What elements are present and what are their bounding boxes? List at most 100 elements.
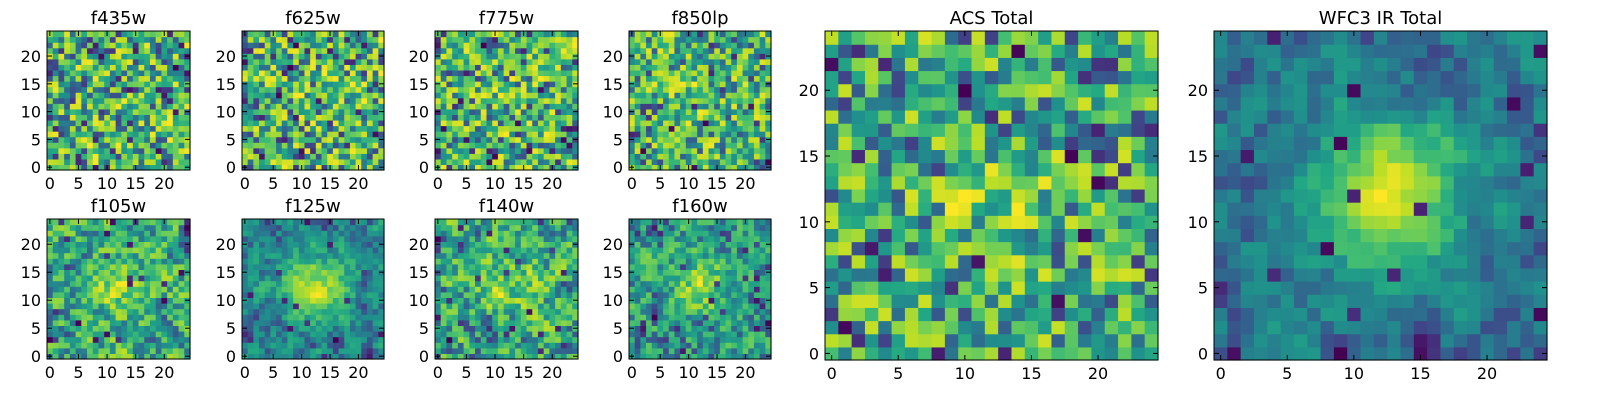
heatmap-cell (492, 252, 499, 259)
heatmap-cell (509, 81, 516, 88)
heatmap-cell (708, 303, 715, 310)
heatmap-cell (121, 86, 128, 93)
heatmap-cell (81, 158, 88, 166)
heatmap-cell (742, 97, 749, 104)
heatmap-cell (555, 75, 562, 82)
heatmap-cell (109, 64, 117, 71)
heatmap-cell (503, 263, 510, 270)
heatmap-cell (515, 164, 522, 171)
heatmap-cell (646, 319, 653, 326)
heatmap-cell (138, 42, 145, 49)
heatmap-cell (651, 42, 658, 49)
heatmap-cell (509, 158, 516, 166)
heatmap-cell (293, 108, 300, 115)
x-tick-label: 15 (513, 363, 533, 382)
heatmap-cell (47, 280, 54, 287)
heatmap-cell (572, 64, 579, 71)
heatmap-cell (759, 314, 766, 321)
heatmap-cell (366, 319, 374, 326)
heatmap-cell (315, 147, 323, 154)
heatmap-cell (178, 75, 185, 82)
heatmap-cell (657, 297, 664, 304)
heatmap-cell (366, 286, 374, 293)
heatmap-cell (321, 319, 328, 326)
heatmap-cell (753, 353, 761, 360)
heatmap-cell (138, 314, 145, 321)
heatmap-cell (304, 331, 311, 338)
heatmap-cell (475, 69, 482, 77)
heatmap-cell (121, 58, 128, 65)
heatmap-cell (457, 314, 465, 321)
heatmap-cell (372, 280, 379, 287)
heatmap-cell (634, 42, 641, 49)
heatmap-cell (81, 58, 88, 65)
heatmap-cell (759, 280, 766, 287)
heatmap-cell (503, 153, 510, 160)
heatmap-cell (480, 158, 488, 166)
heatmap-cell (509, 269, 516, 276)
heatmap-cell (543, 108, 550, 115)
heatmap-cell (338, 269, 345, 276)
heatmap-cell (646, 291, 653, 298)
heatmap-cell (138, 308, 145, 315)
heatmap-cell (452, 108, 459, 115)
heatmap-cell (332, 103, 340, 110)
heatmap-cell (355, 53, 362, 60)
heatmap-cell (646, 58, 653, 65)
heatmap-cell (92, 58, 100, 65)
heatmap-cell (75, 297, 82, 304)
heatmap-cell (264, 252, 271, 259)
heatmap-cell (242, 247, 249, 254)
heatmap-cell (270, 347, 277, 354)
heatmap-cell (69, 69, 77, 77)
heatmap-cell (486, 158, 493, 166)
heatmap-cell (486, 136, 493, 143)
heatmap-cell (532, 103, 539, 110)
heatmap-cell (321, 269, 328, 276)
heatmap-cell (138, 280, 145, 287)
heatmap-cell (361, 275, 368, 282)
heatmap-cell (310, 108, 317, 115)
heatmap-cell (338, 142, 345, 149)
heatmap-cell (98, 263, 105, 270)
heatmap-cell (497, 319, 505, 326)
heatmap-cell (509, 219, 516, 226)
heatmap-cell (127, 347, 134, 354)
heatmap-cell (161, 308, 168, 315)
heatmap-cell (469, 47, 476, 54)
heatmap-cell (497, 247, 505, 254)
heatmap-cell (69, 64, 77, 71)
heatmap-cell (372, 247, 379, 254)
heatmap-cell (674, 64, 681, 71)
heatmap-cell (475, 269, 482, 276)
heatmap-cell (327, 230, 334, 237)
heatmap-cell (104, 114, 111, 121)
heatmap-cell (503, 114, 510, 121)
heatmap-cell (503, 314, 510, 321)
heatmap-cell (537, 75, 545, 82)
heatmap-cell (242, 86, 249, 93)
heatmap-cell (69, 252, 77, 259)
heatmap-cell (509, 280, 516, 287)
heatmap-cell (281, 114, 289, 121)
heatmap-cell (742, 153, 749, 160)
heatmap-cell (725, 58, 732, 65)
heatmap-cell (560, 314, 568, 321)
heatmap-cell (287, 75, 294, 82)
heatmap-cell (75, 280, 82, 287)
heatmap-cell (475, 131, 482, 138)
heatmap-cell (572, 314, 579, 321)
heatmap-cell (469, 119, 476, 127)
heatmap-cell (372, 36, 379, 43)
heatmap-cell (287, 297, 294, 304)
heatmap-cell (184, 263, 191, 270)
heatmap-cell (685, 42, 693, 49)
heatmap-cell (366, 164, 374, 171)
heatmap-cell (526, 86, 533, 93)
heatmap-cell (736, 75, 744, 82)
heatmap-cell (452, 86, 459, 93)
heatmap-cell (469, 142, 476, 149)
heatmap-cell (338, 303, 345, 310)
heatmap-cell (680, 342, 687, 349)
heatmap-cell (543, 331, 550, 338)
